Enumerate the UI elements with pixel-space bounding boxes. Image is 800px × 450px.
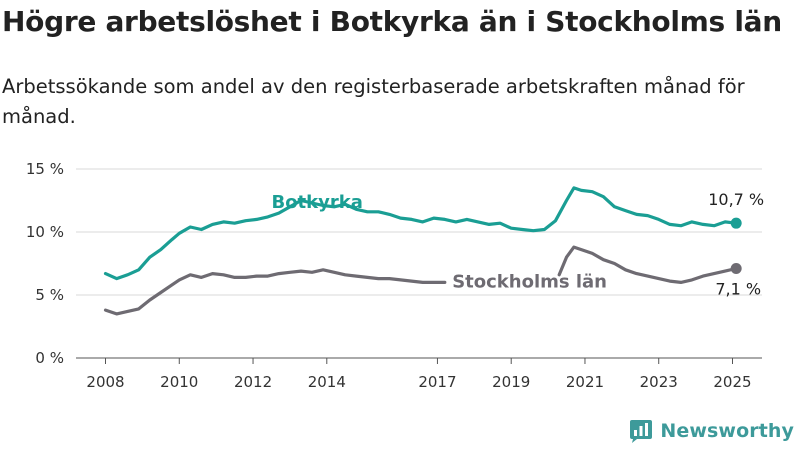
- x-tick-label: 2023: [640, 373, 678, 391]
- chart-subtitle: Arbetssökande som andel av den registerb…: [2, 75, 745, 128]
- x-tick-label: 2017: [418, 373, 456, 391]
- x-tick-label: 2012: [234, 373, 272, 391]
- series-endpoint-botkyrka: [730, 217, 742, 229]
- series-endpoint-stockholm: [730, 263, 742, 275]
- x-tick-label: 2008: [86, 373, 124, 391]
- series-line-stockholm-0: [103, 268, 447, 316]
- chart-title: Högre arbetslöshet i Botkyrka än i Stock…: [2, 5, 782, 38]
- newsworthy-logo-text: Newsworthy: [660, 420, 794, 442]
- series-name-stockholm: Stockholms län: [452, 271, 607, 292]
- x-tick-label: 2010: [160, 373, 198, 391]
- y-tick-label: 10 %: [26, 223, 64, 241]
- x-tick-label: 2021: [566, 373, 604, 391]
- series-name-botkyrka: Botkyrka: [271, 192, 362, 213]
- x-tick-label: 2019: [492, 373, 530, 391]
- series-lines: [103, 186, 742, 316]
- series-line-stockholm-1: [557, 245, 738, 284]
- y-tick-label: 15 %: [26, 160, 64, 178]
- end-label-botkyrka: 10,7 %: [708, 190, 764, 209]
- newsworthy-logo: Newsworthy: [628, 418, 794, 444]
- grid-lines: [76, 168, 762, 296]
- series-labels: Botkyrka Stockholms län 10,7 % 7,1 %: [271, 190, 764, 298]
- newsworthy-logo-icon: [630, 420, 653, 443]
- y-tick-label: 5 %: [35, 286, 64, 304]
- y-axis: 0 % 5 % 10 % 15 %: [26, 160, 64, 367]
- x-axis: 2008 2010 2012 2014 2017 2019 2021 2023 2025: [76, 357, 762, 391]
- series-line-botkyrka-0: [103, 186, 738, 281]
- x-tick-label: 2014: [308, 373, 346, 391]
- x-tick-label: 2025: [713, 373, 751, 391]
- y-tick-label: 0 %: [35, 349, 64, 367]
- end-label-stockholm: 7,1 %: [715, 280, 761, 299]
